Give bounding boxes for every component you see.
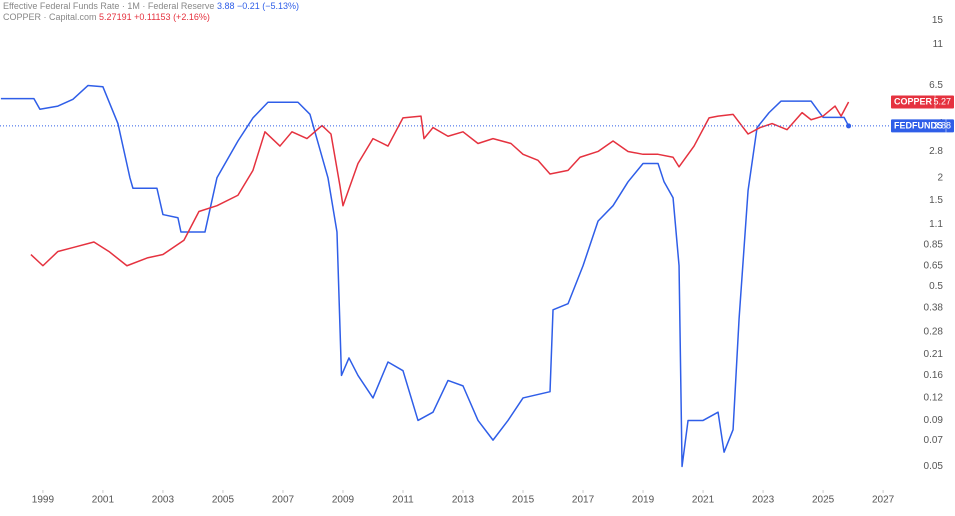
series-line <box>30 101 850 267</box>
legend-row: Effective Federal Funds Rate · 1M · Fede… <box>3 1 299 11</box>
x-tick-label: 2019 <box>632 495 655 506</box>
x-tick-label: 2013 <box>452 495 475 506</box>
price-tag-bg <box>891 119 954 133</box>
x-tick-label: 2003 <box>152 495 175 506</box>
x-tick-label: 2001 <box>92 495 115 506</box>
legend-change: +0.11153 (+2.16%) <box>134 12 210 22</box>
y-tick-label: 2 <box>937 172 943 183</box>
legend-last: 3.88 <box>217 1 235 11</box>
y-tick-label: 1.5 <box>929 195 943 206</box>
x-tick-label: 2015 <box>512 495 535 506</box>
x-tick-label: 2005 <box>212 495 235 506</box>
x-tick-label: 2021 <box>692 495 715 506</box>
x-tick-label: 2025 <box>812 495 835 506</box>
y-tick-label: 0.38 <box>924 302 944 313</box>
last-dot <box>846 123 852 129</box>
price-tag-name: COPPER <box>894 96 933 106</box>
x-tick-label: 2023 <box>752 495 775 506</box>
y-tick-label: 2.8 <box>929 146 943 157</box>
y-tick-label: 15 <box>932 15 944 26</box>
legend-row: COPPER · Capital.com 5.27191 +0.11153 (+… <box>3 12 210 22</box>
y-tick-label: 1.1 <box>929 219 943 230</box>
y-tick-label: 0.85 <box>924 239 944 250</box>
y-tick-label: 0.21 <box>924 349 944 360</box>
x-tick-label: 2027 <box>872 495 895 506</box>
series-line <box>0 84 850 468</box>
x-tick-label: 2017 <box>572 495 595 506</box>
y-tick-label: 0.07 <box>924 435 944 446</box>
legend-title: Effective Federal Funds Rate · 1M · Fede… <box>3 1 214 11</box>
legend-title: COPPER · Capital.com <box>3 12 97 22</box>
price-tag-value: 3.88 <box>933 120 951 130</box>
price-tag-value: 5.27 <box>933 96 951 106</box>
x-tick-label: 2011 <box>392 495 414 506</box>
y-tick-label: 0.5 <box>929 281 943 292</box>
y-tick-label: 11 <box>933 39 944 50</box>
x-tick-label: 2009 <box>332 495 355 506</box>
y-tick-label: 0.09 <box>924 415 944 426</box>
y-tick-label: 6.5 <box>929 80 943 91</box>
price-tag: COPPER 5.27 <box>891 95 954 109</box>
y-tick-label: 0.65 <box>924 260 944 271</box>
legend-last: 5.27191 <box>99 12 132 22</box>
y-tick-label: 0.12 <box>924 393 944 404</box>
x-tick-label: 1999 <box>32 495 55 506</box>
y-tick-label: 0.05 <box>924 461 944 472</box>
y-tick-label: 0.28 <box>924 326 944 337</box>
price-tag-bg <box>891 95 954 109</box>
y-tick-label: 0.16 <box>924 370 944 381</box>
price-tag-name: FEDFUNDS <box>894 120 943 130</box>
x-tick-label: 2007 <box>272 495 295 506</box>
legend-change: −0.21 (−5.13%) <box>237 1 299 11</box>
